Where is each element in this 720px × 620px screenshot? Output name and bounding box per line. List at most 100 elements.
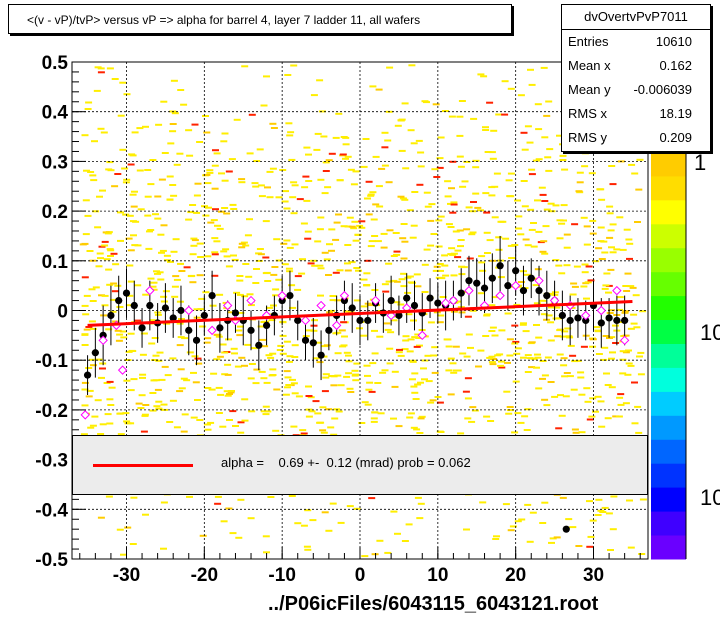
density-cell (86, 250, 94, 252)
open-marker (581, 310, 591, 321)
density-cell (447, 226, 455, 228)
stats-label: RMS y (568, 130, 607, 145)
density-cell (398, 278, 406, 281)
density-cell (596, 188, 604, 191)
density-cell (212, 149, 219, 152)
density-cell (386, 362, 394, 365)
density-cell (393, 280, 401, 283)
density-cell (630, 313, 638, 316)
open-marker (300, 315, 311, 326)
density-cell (410, 142, 418, 145)
density-cell (533, 324, 540, 326)
density-cell (474, 206, 482, 209)
density-cell (226, 419, 233, 421)
density-cell (232, 425, 239, 427)
density-cell (371, 352, 379, 355)
density-cell (333, 221, 341, 224)
density-cell (127, 389, 135, 392)
density-cell (585, 265, 593, 268)
stats-value: 18.19 (659, 106, 692, 121)
density-cell (599, 511, 607, 513)
stats-label: Mean y (568, 82, 611, 97)
density-cell (401, 198, 409, 201)
density-cell (237, 498, 245, 501)
density-cell (169, 184, 177, 186)
density-cell (158, 251, 165, 254)
density-cell (444, 195, 452, 198)
density-cell (327, 426, 335, 429)
density-cell (236, 279, 244, 282)
density-cell (214, 495, 222, 498)
density-cell (571, 285, 579, 288)
density-cell (217, 393, 225, 396)
density-cell (609, 183, 617, 186)
density-cell (539, 522, 547, 524)
density-cell (194, 357, 202, 360)
density-cell (233, 291, 241, 294)
density-cell (528, 228, 536, 231)
density-cell (140, 332, 148, 335)
density-cell (185, 218, 193, 221)
density-cell (533, 366, 540, 369)
density-cell (104, 413, 112, 416)
density-cell (520, 356, 527, 359)
density-cell (507, 172, 515, 175)
data-point (434, 299, 442, 307)
open-marker (331, 320, 342, 331)
density-cell (301, 186, 309, 189)
density-cell (438, 277, 446, 280)
density-cell (431, 371, 439, 374)
density-cell (583, 225, 591, 228)
density-cell (212, 208, 219, 211)
density-cell (305, 329, 313, 332)
density-cell (506, 406, 514, 408)
density-cell (502, 503, 510, 506)
density-cell (156, 271, 164, 274)
density-cell (436, 401, 444, 404)
density-cell (548, 306, 555, 309)
data-point (504, 282, 512, 290)
density-cell (529, 511, 537, 514)
data-point (519, 287, 528, 295)
density-cell (136, 169, 144, 172)
density-cell (483, 313, 491, 316)
density-cell (518, 518, 526, 521)
density-cell (304, 237, 312, 240)
palette-label: 10 (700, 485, 720, 510)
density-cell (149, 409, 157, 412)
density-cell (425, 380, 433, 383)
density-cell (183, 266, 191, 269)
density-cell (304, 509, 312, 512)
y-tick-label: 0.2 (42, 202, 68, 223)
density-cell (190, 244, 198, 247)
density-cell (368, 390, 376, 393)
y-tick-label: -0.2 (35, 401, 68, 422)
density-cell (289, 306, 297, 309)
density-cell (210, 219, 218, 222)
density-cell (566, 336, 574, 339)
density-cell (487, 420, 495, 422)
density-cell (186, 495, 193, 498)
density-cell (564, 327, 572, 330)
density-cell (211, 251, 219, 254)
density-cell (619, 248, 627, 251)
density-cell (154, 272, 161, 275)
density-cell (452, 230, 460, 233)
density-cell (85, 395, 93, 398)
density-cell (609, 223, 617, 226)
density-cell (515, 227, 523, 230)
density-cell (528, 173, 536, 176)
density-cell (411, 391, 419, 394)
density-cell (81, 344, 89, 346)
density-cell (221, 351, 229, 354)
density-cell (265, 306, 273, 309)
density-cell (158, 378, 166, 381)
density-cell (140, 430, 148, 433)
density-cell (266, 170, 274, 173)
density-cell (608, 165, 616, 167)
density-cell (88, 288, 96, 291)
density-cell (290, 212, 298, 215)
density-cell (305, 385, 312, 388)
density-cell (463, 160, 471, 163)
density-cell (129, 193, 137, 196)
